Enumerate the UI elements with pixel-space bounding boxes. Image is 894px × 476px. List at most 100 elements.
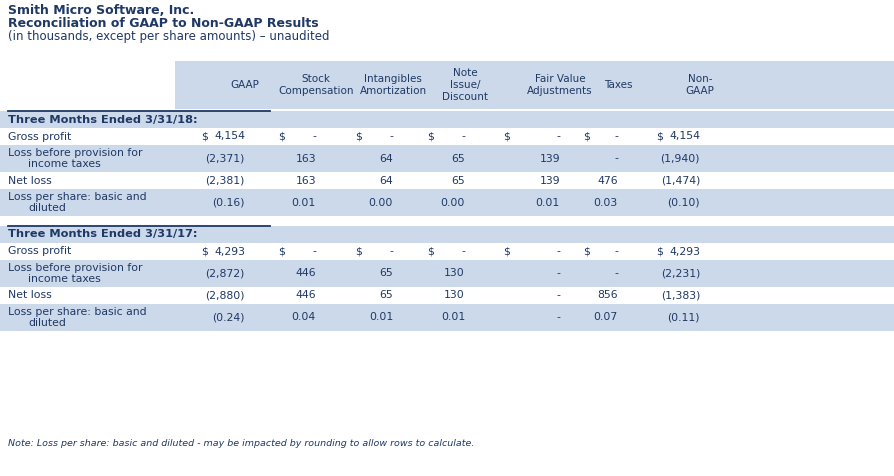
Text: $: $	[427, 247, 434, 257]
Text: $: $	[503, 247, 510, 257]
Text: 856: 856	[597, 290, 618, 300]
Text: GAAP: GAAP	[231, 80, 259, 90]
Text: $: $	[201, 131, 208, 141]
Text: (2,872): (2,872)	[206, 268, 245, 278]
Text: diluted: diluted	[28, 318, 66, 328]
Text: (0.16): (0.16)	[213, 198, 245, 208]
Text: 4,154: 4,154	[669, 131, 700, 141]
Text: $: $	[503, 131, 510, 141]
Text: 65: 65	[379, 290, 393, 300]
Bar	[0, 111, 894, 128]
Text: Three Months Ended 3/31/18:: Three Months Ended 3/31/18:	[8, 115, 198, 125]
Text: (2,231): (2,231)	[661, 268, 700, 278]
Bar	[0, 304, 894, 331]
Text: 446: 446	[295, 268, 316, 278]
Text: 139: 139	[539, 153, 560, 163]
Text: 0.03: 0.03	[594, 198, 618, 208]
Text: 163: 163	[295, 176, 316, 186]
Text: (2,371): (2,371)	[206, 153, 245, 163]
Text: Loss before provision for: Loss before provision for	[8, 263, 142, 273]
Text: 476: 476	[597, 176, 618, 186]
Text: -: -	[614, 268, 618, 278]
Text: $: $	[656, 247, 663, 257]
Text: Smith Micro Software, Inc.: Smith Micro Software, Inc.	[8, 4, 194, 17]
Text: 65: 65	[451, 153, 465, 163]
Bar	[0, 260, 894, 287]
Text: $: $	[656, 131, 663, 141]
Text: Net loss: Net loss	[8, 290, 52, 300]
Text: Fair Value
Adjustments: Fair Value Adjustments	[527, 74, 593, 96]
Text: $: $	[278, 131, 285, 141]
Text: $: $	[355, 131, 362, 141]
Text: 446: 446	[295, 290, 316, 300]
Text: -: -	[614, 247, 618, 257]
Text: 0.01: 0.01	[536, 198, 560, 208]
Text: 4,293: 4,293	[669, 247, 700, 257]
Text: Intangibles
Amortization: Intangibles Amortization	[359, 74, 426, 96]
Text: Note
Issue/
Discount: Note Issue/ Discount	[442, 69, 488, 101]
Text: Loss before provision for: Loss before provision for	[8, 148, 142, 158]
Text: $: $	[583, 131, 590, 141]
Text: $: $	[583, 247, 590, 257]
Text: (1,940): (1,940)	[661, 153, 700, 163]
Text: Loss per share: basic and: Loss per share: basic and	[8, 192, 147, 202]
Text: 65: 65	[379, 268, 393, 278]
Text: 0.01: 0.01	[291, 198, 316, 208]
Text: (2,880): (2,880)	[206, 290, 245, 300]
Text: -: -	[556, 268, 560, 278]
Text: -: -	[389, 247, 393, 257]
Text: 4,154: 4,154	[214, 131, 245, 141]
Text: (2,381): (2,381)	[206, 176, 245, 186]
Text: (1,474): (1,474)	[661, 176, 700, 186]
Text: -: -	[312, 247, 316, 257]
Text: Gross profit: Gross profit	[8, 131, 72, 141]
Text: 139: 139	[539, 176, 560, 186]
Bar	[175, 61, 894, 109]
Text: income taxes: income taxes	[28, 159, 101, 169]
Bar	[0, 189, 894, 216]
Text: Net loss: Net loss	[8, 176, 52, 186]
Text: 130: 130	[444, 290, 465, 300]
Text: -: -	[614, 131, 618, 141]
Text: -: -	[556, 290, 560, 300]
Text: (1,383): (1,383)	[661, 290, 700, 300]
Text: 0.07: 0.07	[594, 313, 618, 323]
Text: $: $	[427, 131, 434, 141]
Text: -: -	[614, 153, 618, 163]
Text: -: -	[556, 313, 560, 323]
Text: -: -	[389, 131, 393, 141]
Text: Gross profit: Gross profit	[8, 247, 72, 257]
Text: -: -	[461, 247, 465, 257]
Text: -: -	[556, 131, 560, 141]
Text: 0.04: 0.04	[291, 313, 316, 323]
Text: Stock
Compensation: Stock Compensation	[278, 74, 354, 96]
Text: (0.10): (0.10)	[668, 198, 700, 208]
Text: (0.24): (0.24)	[213, 313, 245, 323]
Text: $: $	[278, 247, 285, 257]
Text: 130: 130	[444, 268, 465, 278]
Text: -: -	[312, 131, 316, 141]
Text: 163: 163	[295, 153, 316, 163]
Bar	[0, 226, 894, 243]
Text: 0.01: 0.01	[368, 313, 393, 323]
Text: income taxes: income taxes	[28, 274, 101, 284]
Text: Taxes: Taxes	[603, 80, 632, 90]
Text: 0.00: 0.00	[441, 198, 465, 208]
Bar	[0, 145, 894, 172]
Text: Note: Loss per share: basic and diluted - may be impacted by rounding to allow r: Note: Loss per share: basic and diluted …	[8, 439, 475, 448]
Text: 0.01: 0.01	[441, 313, 465, 323]
Text: Reconciliation of GAAP to Non-GAAP Results: Reconciliation of GAAP to Non-GAAP Resul…	[8, 17, 318, 30]
Text: 65: 65	[451, 176, 465, 186]
Text: -: -	[461, 131, 465, 141]
Text: 64: 64	[379, 176, 393, 186]
Text: (in thousands, except per share amounts) – unaudited: (in thousands, except per share amounts)…	[8, 30, 330, 43]
Text: Loss per share: basic and: Loss per share: basic and	[8, 307, 147, 317]
Text: $: $	[201, 247, 208, 257]
Text: (0.11): (0.11)	[668, 313, 700, 323]
Text: 4,293: 4,293	[214, 247, 245, 257]
Text: Three Months Ended 3/31/17:: Three Months Ended 3/31/17:	[8, 229, 198, 239]
Text: diluted: diluted	[28, 203, 66, 213]
Text: $: $	[355, 247, 362, 257]
Text: Non-
GAAP: Non- GAAP	[686, 74, 714, 96]
Text: 64: 64	[379, 153, 393, 163]
